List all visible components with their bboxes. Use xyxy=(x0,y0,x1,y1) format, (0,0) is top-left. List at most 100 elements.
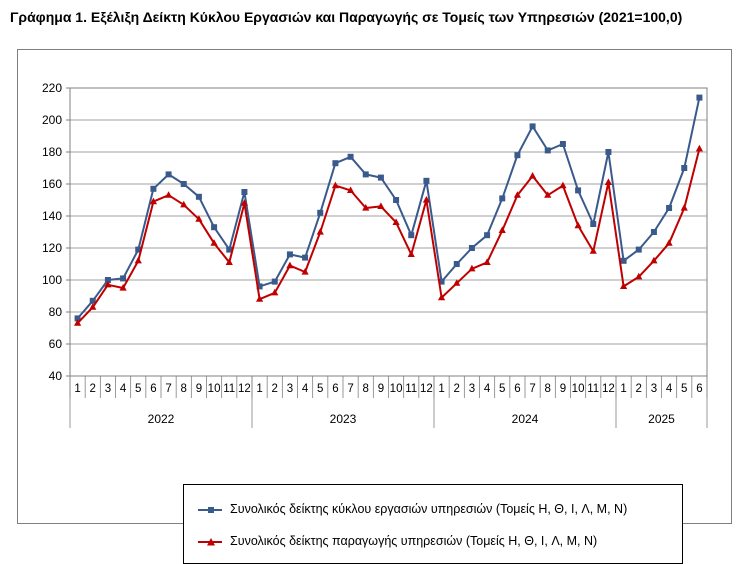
x-month-label: 1 xyxy=(256,383,262,395)
data-point-turnover xyxy=(544,147,551,154)
x-month-label: 12 xyxy=(420,383,433,395)
x-month-label: 1 xyxy=(620,383,626,395)
y-tick-label: 200 xyxy=(42,113,62,127)
legend-square xyxy=(208,507,214,513)
data-point-production xyxy=(377,202,385,209)
x-month-label: 11 xyxy=(223,383,235,395)
data-point-turnover xyxy=(590,221,597,227)
x-month-label: 4 xyxy=(120,383,127,395)
data-point-production xyxy=(695,144,704,152)
data-point-production xyxy=(422,196,431,203)
data-point-turnover xyxy=(302,254,309,261)
x-month-label: 11 xyxy=(405,383,417,395)
data-point-production xyxy=(301,268,309,275)
data-point-production xyxy=(346,186,355,193)
data-point-production xyxy=(650,256,658,264)
data-point-production xyxy=(483,258,491,265)
x-month-label: 3 xyxy=(105,383,111,395)
x-month-label: 9 xyxy=(560,383,566,395)
data-point-turnover xyxy=(408,232,415,239)
data-point-turnover xyxy=(438,278,445,285)
x-month-label: 7 xyxy=(165,383,171,395)
chart-title: Γράφημα 1. Εξέλιξη Δείκτη Κύκλου Εργασιώ… xyxy=(10,9,683,25)
data-point-turnover xyxy=(165,171,172,178)
data-point-turnover xyxy=(317,209,324,216)
data-point-turnover xyxy=(332,160,339,167)
x-month-label: 9 xyxy=(378,383,384,395)
legend-marker-turnover xyxy=(208,507,214,513)
data-point-turnover xyxy=(559,141,566,147)
x-month-label: 8 xyxy=(181,383,187,395)
data-point-turnover xyxy=(256,283,263,290)
x-year-label: 2025 xyxy=(648,412,675,426)
data-point-production xyxy=(544,191,552,198)
data-point-production xyxy=(180,200,188,208)
data-point-production xyxy=(559,181,567,189)
x-month-label: 4 xyxy=(302,383,309,395)
data-point-turnover xyxy=(362,171,369,178)
x-month-label: 7 xyxy=(347,383,353,395)
data-point-production xyxy=(89,303,97,310)
data-point-turnover xyxy=(468,245,475,251)
x-month-label: 12 xyxy=(238,383,251,395)
data-point-turnover xyxy=(453,261,460,267)
x-month-label: 12 xyxy=(602,383,615,395)
data-point-production xyxy=(392,218,400,225)
x-month-label: 9 xyxy=(196,383,202,395)
data-point-production xyxy=(195,215,203,222)
x-year-label: 2024 xyxy=(512,412,539,426)
y-tick-label: 100 xyxy=(42,273,62,287)
y-tick-label: 220 xyxy=(42,81,62,95)
data-point-turnover xyxy=(211,224,218,231)
data-point-production xyxy=(73,319,82,326)
data-point-turnover xyxy=(286,251,293,258)
data-point-production xyxy=(104,280,112,288)
legend-label-production: Συνολικός δείκτης παραγωγής υπηρεσιών (Τ… xyxy=(230,534,598,548)
data-point-turnover xyxy=(226,246,233,253)
x-month-label: 10 xyxy=(572,383,585,395)
y-tick-label: 60 xyxy=(49,337,63,351)
data-point-turnover xyxy=(484,232,491,239)
data-point-turnover xyxy=(423,177,430,184)
x-month-label: 5 xyxy=(317,383,323,395)
data-point-turnover xyxy=(514,152,521,159)
data-point-turnover xyxy=(89,297,96,304)
data-point-production xyxy=(119,284,127,291)
x-month-label: 4 xyxy=(484,383,491,395)
data-point-production xyxy=(255,295,264,302)
legend-marker-production xyxy=(207,538,215,546)
data-point-turnover xyxy=(271,278,278,285)
data-point-production xyxy=(619,282,628,289)
data-point-turnover xyxy=(635,246,642,253)
data-point-turnover xyxy=(74,315,81,322)
x-month-label: 7 xyxy=(529,383,535,395)
data-point-production xyxy=(271,288,279,296)
data-point-turnover xyxy=(620,257,627,264)
legend-label-turnover: Συνολικός δείκτης κύκλου εργασιών υπηρεσ… xyxy=(230,502,628,516)
x-month-label: 2 xyxy=(90,383,96,395)
x-month-label: 5 xyxy=(499,383,505,395)
y-tick-label: 80 xyxy=(49,305,63,319)
legend-item-turnover: Συνολικός δείκτης κύκλου εργασιών υπηρεσ… xyxy=(184,501,682,521)
data-point-production xyxy=(528,172,537,179)
y-tick-label: 140 xyxy=(42,209,62,223)
data-point-production xyxy=(407,250,415,257)
x-month-label: 1 xyxy=(438,383,444,395)
data-point-turnover xyxy=(120,275,127,282)
legend-item-production: Συνολικός δείκτης παραγωγής υπηρεσιών (Τ… xyxy=(184,533,682,553)
data-point-turnover xyxy=(104,277,111,283)
data-point-production xyxy=(453,279,461,286)
x-month-label: 2 xyxy=(636,383,642,395)
data-point-production xyxy=(164,191,173,198)
x-month-label: 4 xyxy=(666,383,673,395)
data-point-production xyxy=(635,272,643,280)
data-point-turnover xyxy=(575,187,582,194)
x-year-label: 2023 xyxy=(330,412,357,426)
x-month-label: 8 xyxy=(545,383,551,395)
data-point-turnover xyxy=(347,153,354,160)
x-month-label: 5 xyxy=(681,383,687,395)
data-point-turnover xyxy=(377,174,384,181)
data-point-turnover xyxy=(681,165,688,171)
data-point-production xyxy=(225,258,233,265)
